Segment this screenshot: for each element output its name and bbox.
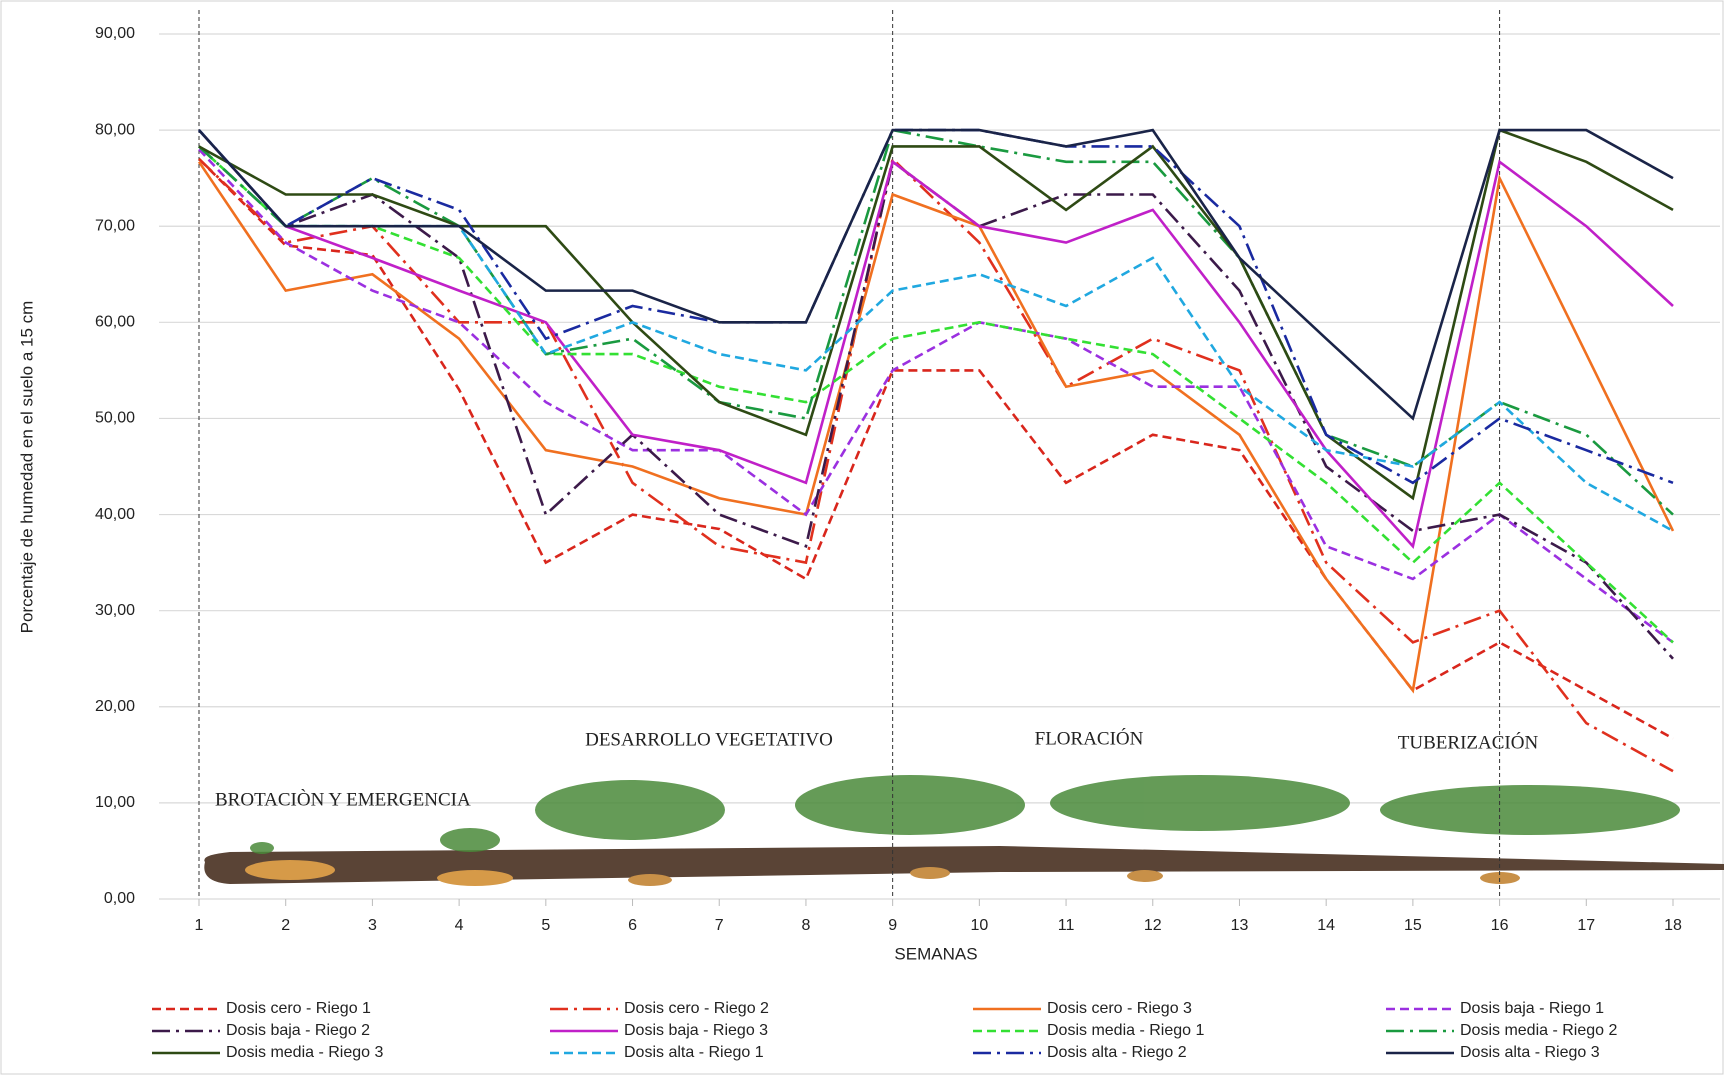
data-line [198, 129, 1674, 550]
x-tick-label: 10 [970, 917, 988, 934]
x-tick-label: 12 [1144, 917, 1162, 934]
plant [795, 775, 1025, 835]
x-tick-label: 2 [281, 917, 290, 934]
data-line [198, 158, 1674, 740]
x-tick-label: 6 [628, 917, 637, 934]
phase-label: BROTACIÒN Y EMERGENCIA [215, 788, 471, 810]
data-line [198, 128, 1674, 485]
x-tick-label: 17 [1577, 917, 1595, 934]
legend-label: Dosis cero - Riego 3 [1047, 1000, 1192, 1017]
legend-label: Dosis alta - Riego 1 [624, 1044, 764, 1061]
y-tick-label: 30,00 [95, 602, 135, 619]
data-line [198, 148, 1674, 644]
x-tick-label: 15 [1404, 917, 1422, 934]
legend-label: Dosis baja - Riego 2 [226, 1022, 370, 1039]
data-line [198, 128, 1674, 421]
y-tick-label: 10,00 [95, 794, 135, 811]
y-axis-label: Porcentaje de humedad en el suelo a 15 c… [17, 301, 36, 634]
x-tick-label: 9 [888, 917, 897, 934]
x-tick-label: 5 [541, 917, 550, 934]
tuber [910, 867, 950, 879]
plant [535, 780, 725, 840]
y-tick-label: 60,00 [95, 314, 135, 331]
data-line [198, 145, 1674, 660]
tuber [245, 860, 335, 880]
x-tick-label: 8 [801, 917, 810, 934]
data-line [198, 128, 1674, 516]
x-tick-label: 3 [368, 917, 377, 934]
legend-label: Dosis baja - Riego 1 [1460, 1000, 1604, 1017]
x-tick-label: 4 [455, 917, 464, 934]
phase-label: TUBERIZACIÓN [1398, 731, 1539, 753]
x-tick-label: 13 [1231, 917, 1249, 934]
data-line [198, 128, 1674, 501]
plant [1050, 775, 1350, 831]
x-tick-label: 11 [1058, 917, 1075, 934]
plant [250, 842, 274, 854]
legend-label: Dosis media - Riego 3 [226, 1044, 384, 1061]
data-line [198, 145, 1674, 644]
tuber [1127, 870, 1163, 882]
x-tick-label: 1 [195, 917, 204, 934]
legend-label: Dosis alta - Riego 3 [1460, 1044, 1600, 1061]
y-tick-label: 50,00 [95, 410, 135, 427]
soil [204, 846, 1724, 884]
data-line [197, 161, 1675, 694]
legend-label: Dosis cero - Riego 1 [226, 1000, 371, 1017]
y-tick-label: 80,00 [95, 121, 135, 138]
tuber [437, 870, 513, 886]
x-tick-label: 7 [715, 917, 724, 934]
legend-label: Dosis cero - Riego 2 [624, 1000, 769, 1017]
tuber [628, 874, 672, 886]
legend-label: Dosis alta - Riego 2 [1047, 1044, 1187, 1061]
y-tick-label: 90,00 [95, 25, 135, 42]
legend-label: Dosis baja - Riego 3 [624, 1022, 768, 1039]
x-tick-label: 16 [1491, 917, 1509, 934]
y-tick-label: 0,00 [104, 890, 135, 907]
legend-label: Dosis media - Riego 2 [1460, 1022, 1618, 1039]
phase-label: DESARROLLO VEGETATIVO [585, 729, 833, 750]
plant [1380, 785, 1680, 835]
phase-label: FLORACIÓN [1035, 727, 1144, 749]
x-tick-label: 14 [1317, 917, 1335, 934]
y-tick-label: 70,00 [95, 217, 135, 234]
y-tick-label: 40,00 [95, 506, 135, 523]
legend-label: Dosis media - Riego 1 [1047, 1022, 1205, 1039]
x-tick-label: 18 [1664, 917, 1682, 934]
plant [440, 828, 500, 852]
y-tick-label: 20,00 [95, 698, 135, 715]
x-axis-label: SEMANAS [894, 944, 977, 963]
illustration [204, 775, 1724, 886]
